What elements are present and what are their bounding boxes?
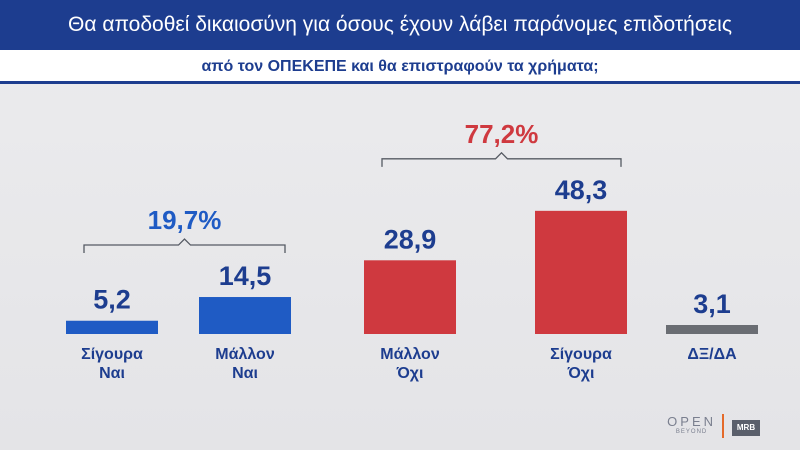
bar-value-label-0: 5,2 — [93, 285, 131, 315]
open-logo-subtext: BEYOND — [675, 429, 708, 435]
bar-value-label-3: 48,3 — [555, 175, 608, 205]
page-subtitle: από τον ΟΠΕΚΕΠΕ και θα επιστραφούν τα χρ… — [0, 50, 800, 84]
group-total-label-1: 77,2% — [465, 119, 539, 149]
open-logo: OPEN BEYOND — [667, 415, 716, 436]
category-label-3: Σίγουρα Όχι — [550, 346, 612, 382]
group-bracket-1 — [381, 151, 622, 167]
bar-3 — [535, 210, 627, 334]
bar-1 — [199, 297, 291, 334]
category-label-0: Σίγουρα Ναι — [81, 346, 143, 382]
group-total-label-0: 19,7% — [148, 205, 222, 235]
bar-value-label-1: 14,5 — [219, 261, 272, 291]
logo-divider — [722, 414, 724, 438]
category-label-2: Μάλλον Όχι — [380, 346, 440, 382]
bar-0 — [66, 320, 158, 334]
bar-value-label-4: 3,1 — [693, 289, 731, 319]
bar-4 — [666, 325, 758, 334]
category-label-1: Μάλλον Ναι — [215, 346, 275, 382]
page-title: Θα αποδοθεί δικαιοσύνη για όσους έχουν λ… — [0, 0, 800, 50]
bar-2 — [364, 260, 456, 334]
category-label-4: ΔΞ/ΔΑ — [687, 346, 737, 363]
mrb-logo: MRB — [732, 420, 760, 436]
open-logo-text: OPEN — [667, 414, 716, 429]
group-bracket-0 — [83, 238, 286, 254]
bar-value-label-2: 28,9 — [384, 224, 437, 254]
